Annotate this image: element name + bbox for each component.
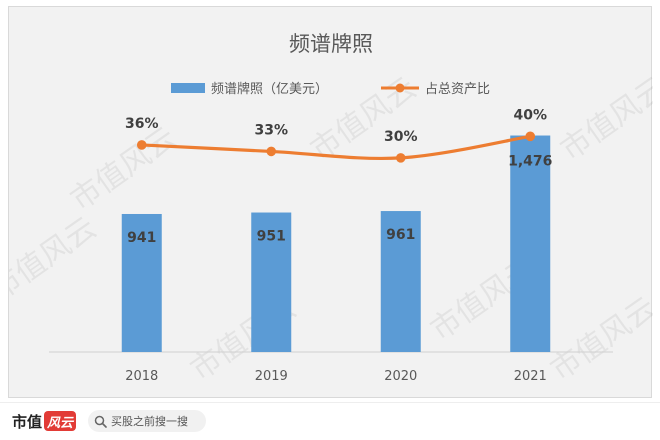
chart-panel: 市值风云 市值风云 市值风云 市值风云 市值风云 市值风云 市值风云 频谱牌照 频谱牌照（亿美元… <box>8 6 653 398</box>
line-point-2020 <box>395 153 406 163</box>
bar-2020 <box>380 211 421 352</box>
chart-title: 频谱牌照 <box>289 32 373 56</box>
bar-label-2018: 941 <box>127 230 156 246</box>
search-bar[interactable]: 买股之前搜一搜 <box>88 410 206 432</box>
bar-label-2020: 961 <box>386 227 415 243</box>
search-placeholder: 买股之前搜一搜 <box>111 415 188 428</box>
bar-label-2021: 1,476 <box>508 154 552 170</box>
line-label-2021: 40% <box>513 107 547 123</box>
brand-logo[interactable]: 市值 风云 <box>12 409 77 433</box>
bar-2019 <box>251 212 292 352</box>
x-tick-2018: 2018 <box>125 369 158 384</box>
brand-name: 市值 <box>12 412 43 431</box>
line-point-2021 <box>525 131 536 142</box>
footer-bar: 市值 风云 买股之前搜一搜 <box>0 402 660 440</box>
watermark-text: 市值风云 <box>554 70 653 167</box>
bar-2018 <box>121 213 162 352</box>
legend-swatch-bar <box>171 83 205 93</box>
watermark-text: 市值风云 <box>64 120 182 217</box>
legend-label-bar: 频谱牌照（亿美元） <box>211 81 328 97</box>
line-point-2018 <box>136 140 147 150</box>
search-icon <box>94 415 107 428</box>
bar-2021 <box>510 135 551 352</box>
watermark-text: 市值风云 <box>544 290 653 387</box>
x-tick-2021: 2021 <box>514 369 547 384</box>
watermark-text: 市值风云 <box>9 210 103 307</box>
line-label-2018: 36% <box>125 116 159 132</box>
line-label-2019: 33% <box>254 122 288 138</box>
bar-label-2019: 951 <box>257 229 286 245</box>
legend-marker-line <box>395 83 405 93</box>
x-tick-2020: 2020 <box>384 369 417 384</box>
line-series-share <box>141 134 531 161</box>
line-point-2019 <box>266 146 277 157</box>
line-label-2020: 30% <box>384 129 418 145</box>
x-tick-2019: 2019 <box>255 369 288 384</box>
legend-label-line: 占总资产比 <box>425 82 490 97</box>
brand-mark: 风云 <box>44 411 77 431</box>
